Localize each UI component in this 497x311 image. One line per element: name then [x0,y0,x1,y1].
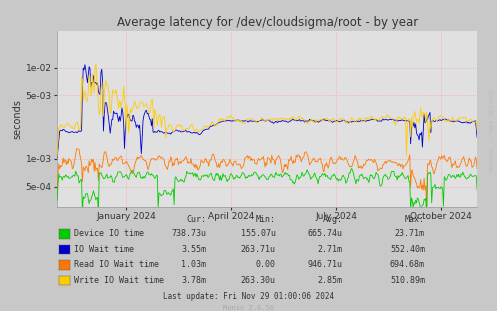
Text: Min:: Min: [256,215,276,224]
Text: Device IO time: Device IO time [74,230,144,238]
Text: 263.71u: 263.71u [241,245,276,254]
Text: Max:: Max: [405,215,425,224]
Text: 3.55m: 3.55m [181,245,206,254]
Text: 738.73u: 738.73u [171,230,206,238]
Text: Cur:: Cur: [186,215,206,224]
Text: Write IO Wait time: Write IO Wait time [74,276,164,285]
Title: Average latency for /dev/cloudsigma/root - by year: Average latency for /dev/cloudsigma/root… [116,16,418,29]
Text: 2.85m: 2.85m [318,276,343,285]
Text: Avg:: Avg: [323,215,343,224]
Text: 552.40m: 552.40m [390,245,425,254]
Text: 23.71m: 23.71m [395,230,425,238]
Text: 263.30u: 263.30u [241,276,276,285]
Text: 510.89m: 510.89m [390,276,425,285]
Text: 2.71m: 2.71m [318,245,343,254]
Text: 946.71u: 946.71u [308,261,343,269]
Y-axis label: seconds: seconds [13,99,23,139]
Text: RRDTOOL / TOBI OETIKER: RRDTOOL / TOBI OETIKER [490,89,495,172]
Text: 0.00: 0.00 [256,261,276,269]
Text: 3.78m: 3.78m [181,276,206,285]
Text: 665.74u: 665.74u [308,230,343,238]
Text: 694.68m: 694.68m [390,261,425,269]
Text: Last update: Fri Nov 29 01:00:06 2024: Last update: Fri Nov 29 01:00:06 2024 [163,292,334,300]
Text: IO Wait time: IO Wait time [74,245,134,254]
Text: Munin 2.0.56: Munin 2.0.56 [223,305,274,311]
Text: 1.03m: 1.03m [181,261,206,269]
Text: Read IO Wait time: Read IO Wait time [74,261,159,269]
Text: 155.07u: 155.07u [241,230,276,238]
